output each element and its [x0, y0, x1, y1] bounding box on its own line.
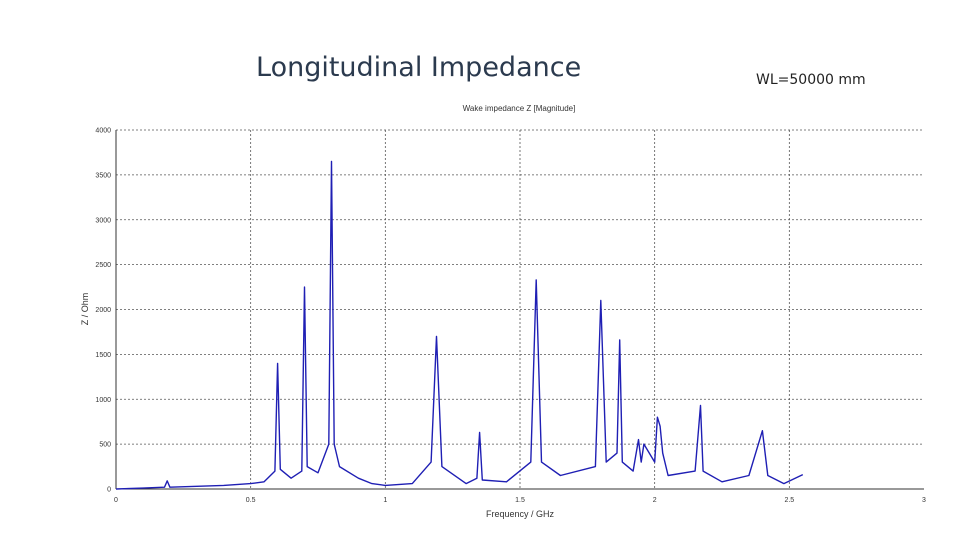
y-tick-label: 1000 — [95, 397, 111, 404]
x-axis-label: Frequency / GHz — [486, 509, 555, 519]
x-tick-label: 0.5 — [246, 497, 256, 504]
axes — [115, 130, 924, 490]
y-tick-label: 0 — [107, 487, 111, 494]
y-tick-label: 3000 — [95, 217, 111, 224]
y-tick-label: 2000 — [95, 307, 111, 314]
y-tick-label: 4000 — [95, 128, 111, 135]
tick-labels: 0 0.5 1 1.5 2 2.5 3 0 500 1000 1500 2000 2500 3000 350… — [95, 128, 926, 505]
x-tick-label: 2.5 — [784, 497, 794, 504]
x-tick-label: 3 — [922, 497, 926, 504]
chart-title: Wake impedance Z [Magnitude] — [463, 104, 576, 113]
x-tick-label: 2 — [653, 497, 657, 504]
wakelength-note: WL=50000 mm — [756, 72, 866, 88]
x-tick-label: 1.5 — [515, 497, 525, 504]
y-tick-label: 1500 — [95, 352, 111, 359]
x-tick-label: 1 — [383, 497, 387, 504]
x-tick-label: 0 — [114, 497, 118, 504]
slide-title: Longitudinal Impedance — [256, 52, 582, 83]
series-layer — [115, 160, 804, 490]
impedance-series-line — [115, 160, 804, 490]
y-axis-label: Z / Ohm — [80, 293, 90, 326]
grid-lines — [116, 129, 924, 489]
y-tick-label: 500 — [99, 442, 111, 449]
y-tick-label: 2500 — [95, 262, 111, 269]
y-tick-label: 3500 — [95, 172, 111, 179]
